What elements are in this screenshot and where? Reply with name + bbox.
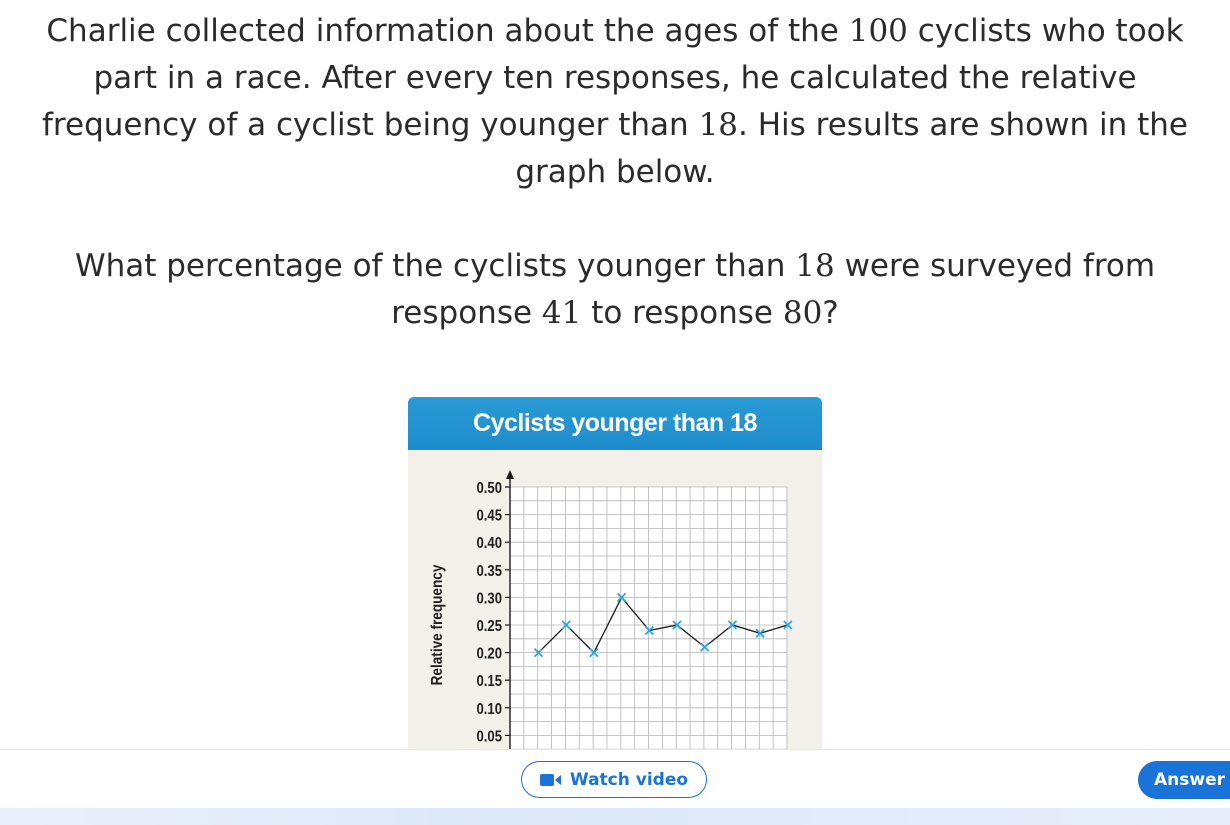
y-tick-label: 0.15	[476, 673, 502, 690]
answer-label: Answer	[1154, 770, 1225, 790]
y-tick-label: 0.50	[476, 480, 502, 497]
data-point	[533, 647, 544, 658]
y-tick-label: 0.20	[476, 645, 502, 662]
y-tick-label: 0.05	[476, 728, 502, 745]
chart-card: Cyclists younger than 18 0.50 0.45 0.40 0.3…	[408, 397, 822, 749]
question-paragraph-1: Charlie collected information about the …	[42, 13, 1188, 190]
watch-video-button[interactable]: Watch video	[521, 761, 707, 798]
data-point	[672, 620, 682, 630]
question-text: Charlie collected information about the …	[20, 8, 1210, 337]
data-point	[755, 628, 765, 638]
data-point	[561, 620, 571, 630]
y-tick-label: 0.35	[476, 563, 502, 580]
y-axis-arrow	[506, 470, 514, 479]
y-tick-label: 0.10	[476, 701, 502, 718]
data-point	[727, 620, 738, 630]
divider	[0, 749, 1230, 750]
y-tick-label: 0.45	[476, 507, 502, 524]
data-point	[616, 592, 627, 603]
data-point	[589, 647, 599, 658]
data-point	[783, 620, 793, 630]
data-point	[700, 642, 710, 652]
data-point	[644, 625, 654, 636]
y-tick-label: 0.30	[476, 590, 502, 607]
data-line	[538, 596, 788, 654]
chart-title: Cyclists younger than 18	[408, 397, 822, 450]
y-tick-label: 0.25	[476, 618, 502, 635]
answer-button[interactable]: Answer	[1138, 761, 1230, 799]
line-chart: 0.50 0.45 0.40 0.35 0.30 0.25 0.20 0.15 0.10 0.05…	[429, 470, 793, 749]
watch-video-label: Watch video	[569, 769, 689, 790]
question-paragraph-2: What percentage of the cyclists younger …	[74, 248, 1156, 331]
y-axis-label: Relative frequency	[429, 564, 446, 685]
video-camera-icon	[539, 773, 562, 787]
y-tick-label: 0.40	[476, 535, 502, 552]
footer-band	[0, 808, 1230, 825]
